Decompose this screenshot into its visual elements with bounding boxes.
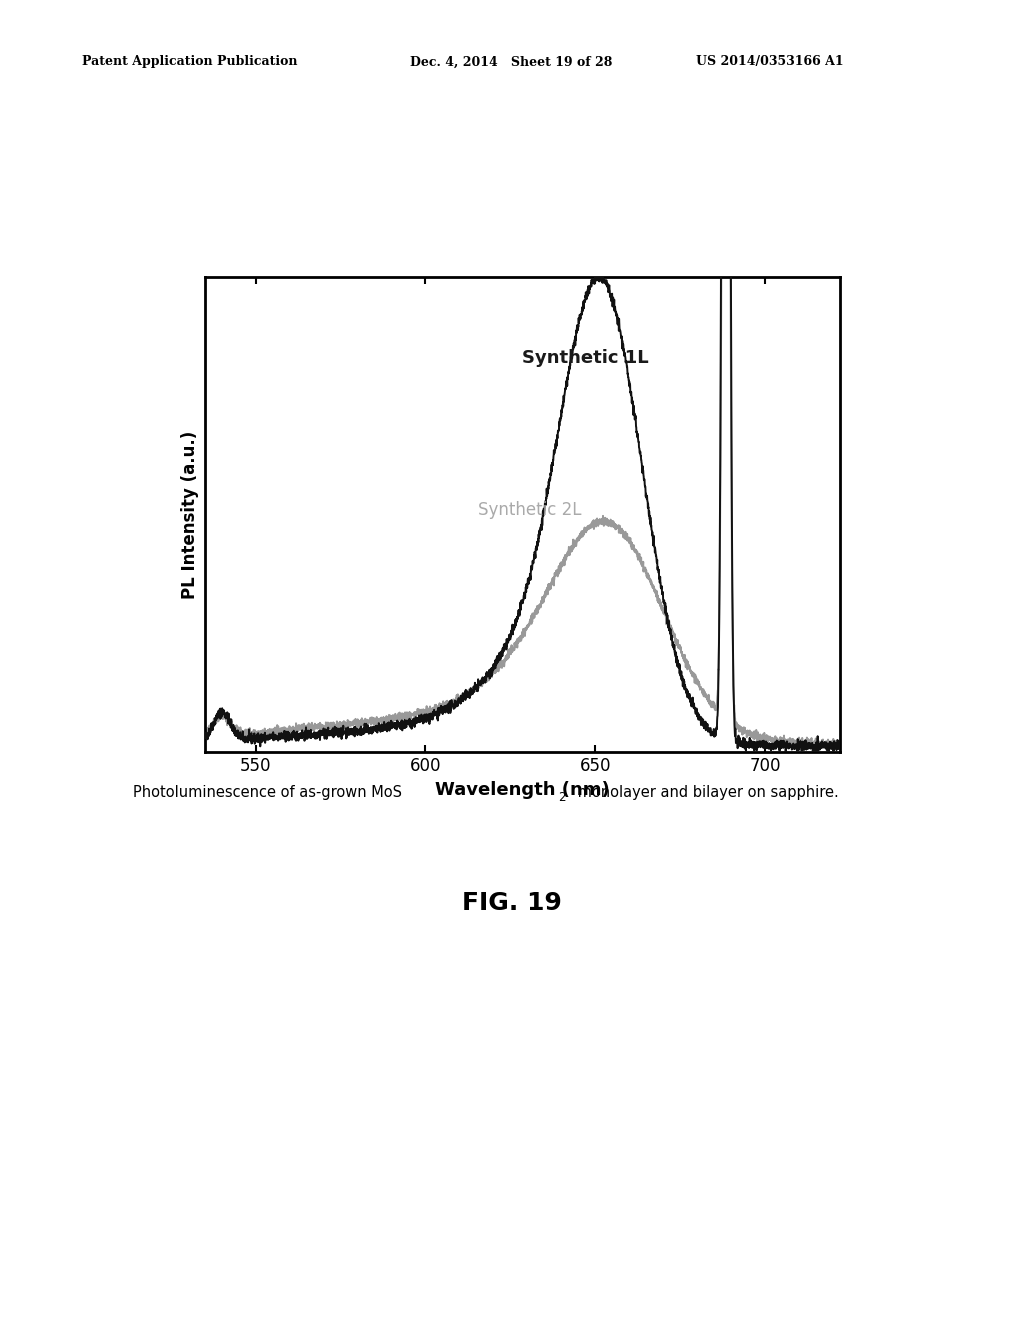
Text: Patent Application Publication: Patent Application Publication [82,55,297,69]
Text: Synthetic 1L: Synthetic 1L [522,348,649,367]
Text: Dec. 4, 2014   Sheet 19 of 28: Dec. 4, 2014 Sheet 19 of 28 [410,55,612,69]
Text: Photoluminescence of as-grown MoS: Photoluminescence of as-grown MoS [133,785,402,800]
Y-axis label: PL Intensity (a.u.): PL Intensity (a.u.) [181,430,200,599]
Text: monolayer and bilayer on sapphire.: monolayer and bilayer on sapphire. [573,785,840,800]
Text: FIG. 19: FIG. 19 [462,891,562,915]
Text: US 2014/0353166 A1: US 2014/0353166 A1 [696,55,844,69]
Text: Synthetic 2L: Synthetic 2L [478,500,582,519]
X-axis label: Wavelength (nm): Wavelength (nm) [435,781,609,799]
Text: 2: 2 [558,791,565,804]
